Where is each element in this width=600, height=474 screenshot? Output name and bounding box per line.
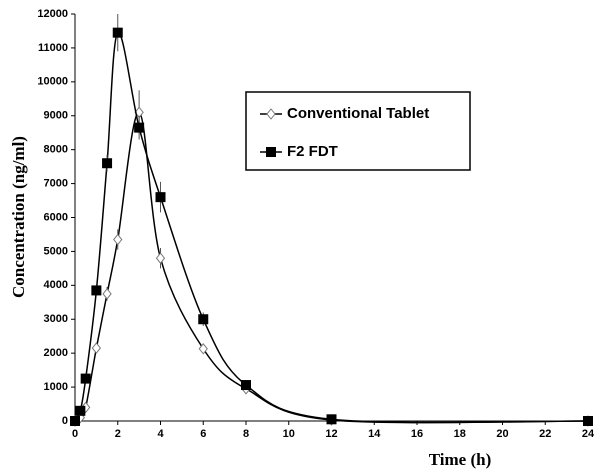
- y-axis-label: Concentration (ng/ml): [9, 136, 28, 298]
- y-tick-label: 0: [62, 415, 68, 427]
- marker: [198, 342, 208, 355]
- y-tick-label: 7000: [44, 177, 68, 189]
- marker: [155, 192, 166, 203]
- marker: [91, 342, 102, 354]
- x-tick-label: 4: [157, 428, 164, 440]
- x-tick-label: 6: [200, 428, 206, 440]
- x-tick-label: 2: [115, 428, 121, 440]
- marker: [583, 416, 593, 426]
- series-line: [74, 31, 589, 424]
- x-axis-label: Time (h): [429, 450, 492, 469]
- legend-label: F2 FDT: [287, 143, 338, 160]
- marker: [266, 108, 276, 120]
- x-tick-label: 12: [325, 428, 337, 440]
- marker: [80, 373, 91, 384]
- legend-box: [245, 91, 471, 171]
- y-tick-label: 5000: [44, 245, 68, 257]
- x-tick-label: 24: [582, 428, 595, 440]
- marker: [241, 380, 251, 391]
- marker: [102, 288, 112, 300]
- x-tick-label: 10: [283, 428, 295, 440]
- legend-label: Conventional Tablet: [287, 105, 429, 122]
- marker: [134, 122, 145, 133]
- y-tick-label: 3000: [44, 313, 68, 325]
- marker: [91, 285, 102, 296]
- marker: [266, 147, 276, 157]
- marker: [70, 416, 80, 426]
- y-tick-label: 10000: [37, 76, 68, 88]
- x-tick-label: 16: [411, 428, 423, 440]
- x-tick-label: 20: [496, 428, 508, 440]
- y-tick-label: 1000: [44, 381, 68, 393]
- x-tick-label: 0: [72, 428, 78, 440]
- y-tick-label: 12000: [37, 8, 68, 20]
- marker: [102, 158, 113, 169]
- x-tick-label: 18: [454, 428, 466, 440]
- y-tick-label: 2000: [44, 347, 68, 359]
- marker: [198, 314, 209, 325]
- marker: [75, 405, 86, 416]
- x-tick-label: 8: [243, 428, 249, 440]
- marker: [326, 414, 337, 425]
- y-tick-label: 8000: [44, 144, 68, 156]
- y-tick-label: 9000: [44, 110, 68, 122]
- x-tick-label: 14: [368, 428, 381, 440]
- marker: [113, 233, 123, 246]
- y-tick-label: 6000: [44, 211, 68, 223]
- y-tick-label: 4000: [44, 279, 68, 291]
- marker: [155, 252, 166, 265]
- x-tick-label: 22: [539, 428, 551, 440]
- y-tick-label: 11000: [38, 42, 68, 54]
- marker: [112, 27, 123, 38]
